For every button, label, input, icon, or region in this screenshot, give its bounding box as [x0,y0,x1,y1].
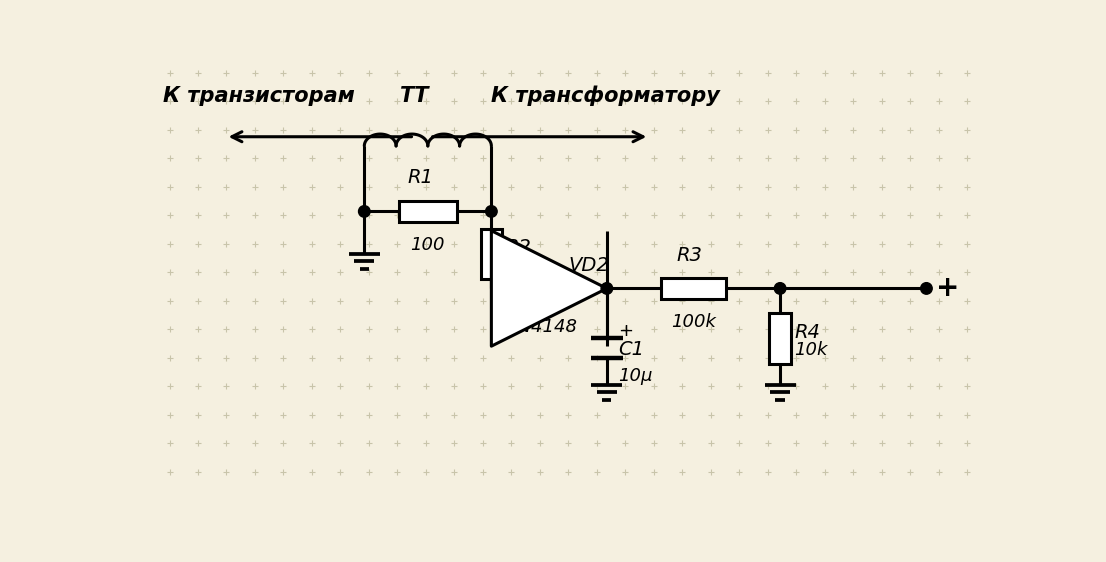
Text: +: + [618,322,634,340]
Text: VD2: VD2 [568,256,609,275]
Text: 100: 100 [410,236,445,254]
Circle shape [601,283,613,294]
Bar [660,278,727,299]
Text: +: + [936,274,959,302]
Text: К трансформатору: К трансформатору [491,85,720,106]
Text: 10μ: 10μ [618,367,653,385]
Bar [770,314,791,364]
Circle shape [920,283,932,294]
Circle shape [774,283,786,294]
Circle shape [486,206,497,217]
Circle shape [358,206,371,217]
Text: 1.5k: 1.5k [505,260,544,278]
Bar [399,201,457,222]
Text: R1: R1 [407,168,434,187]
Text: C1: C1 [618,340,645,359]
Text: R3: R3 [677,246,702,265]
Polygon shape [491,230,607,346]
Text: 100k: 100k [671,313,716,331]
Text: R2: R2 [505,238,531,257]
Text: 10k: 10k [794,341,827,359]
Text: R4: R4 [794,323,820,342]
Text: ТТ: ТТ [400,86,429,106]
Text: 1N4148: 1N4148 [505,318,577,336]
Bar [481,229,502,279]
Text: К транзисторам: К транзисторам [163,86,354,106]
